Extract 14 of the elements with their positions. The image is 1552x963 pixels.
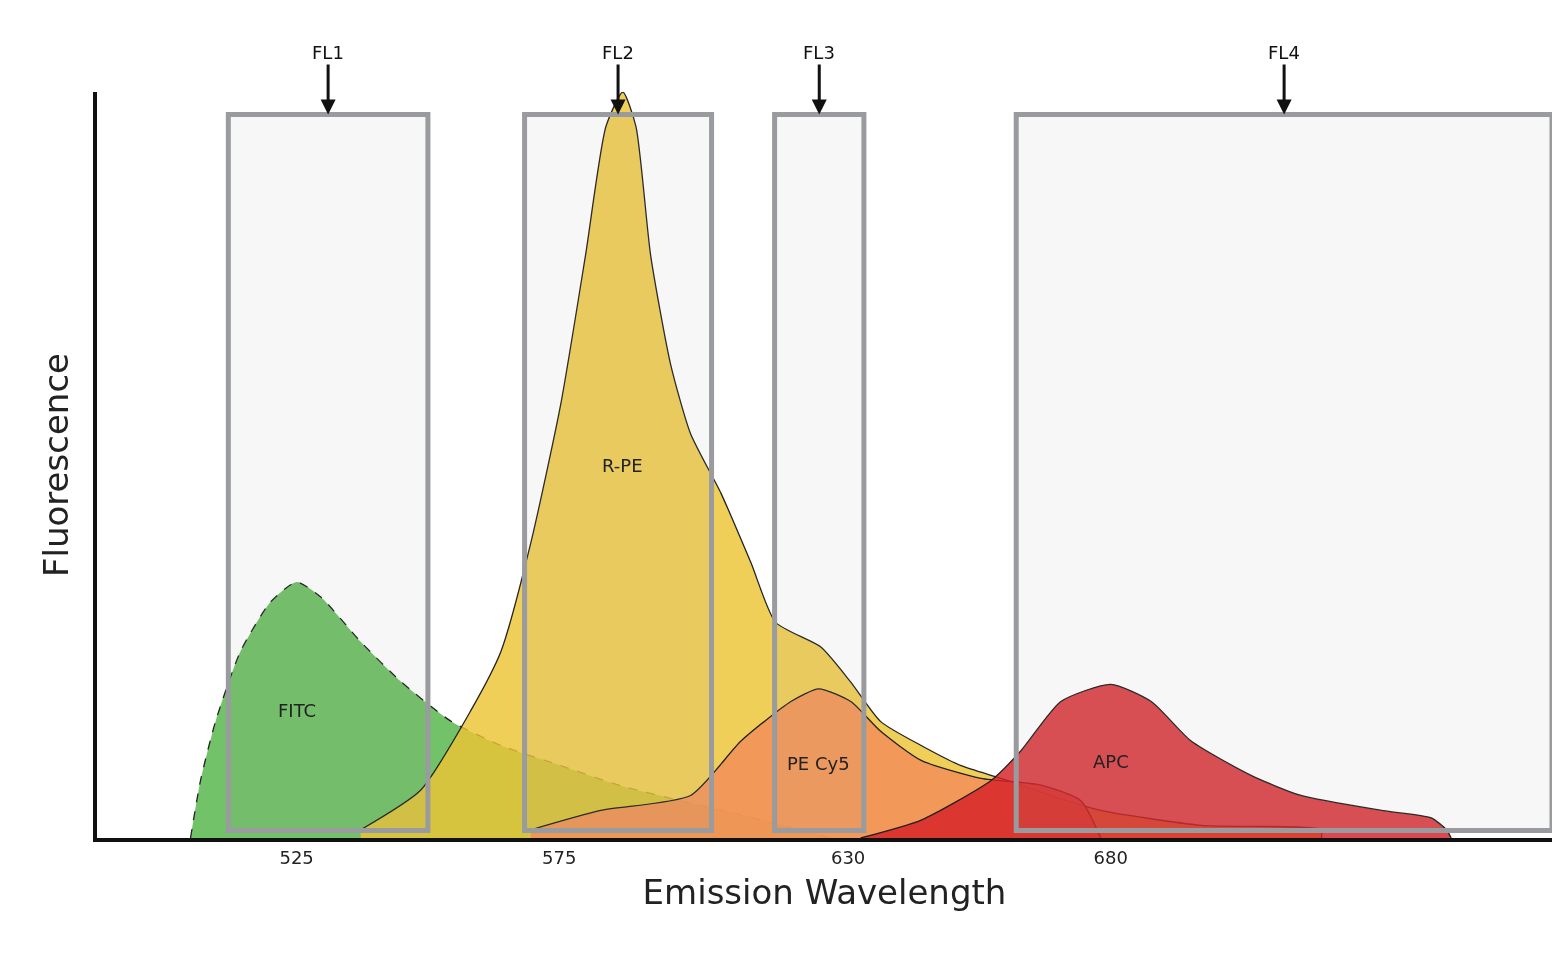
x-axis-title: Emission Wavelength: [642, 872, 1007, 913]
series-label: APC: [1093, 751, 1129, 772]
y-axis-title: Fluorescence: [36, 353, 77, 577]
x-tick-label: 630: [830, 846, 866, 868]
series-label: FITC: [278, 700, 317, 721]
band-label: FL1: [312, 42, 344, 63]
series-label: PE Cy5: [787, 753, 850, 774]
band-label: FL4: [1268, 42, 1300, 63]
series-label: R-PE: [602, 455, 643, 476]
x-tick-label: 680: [1093, 846, 1128, 868]
x-tick-label: 575: [542, 846, 577, 868]
band-label: FL3: [803, 42, 835, 63]
band-label: FL2: [602, 42, 634, 63]
x-tick-label: 525: [279, 846, 314, 868]
